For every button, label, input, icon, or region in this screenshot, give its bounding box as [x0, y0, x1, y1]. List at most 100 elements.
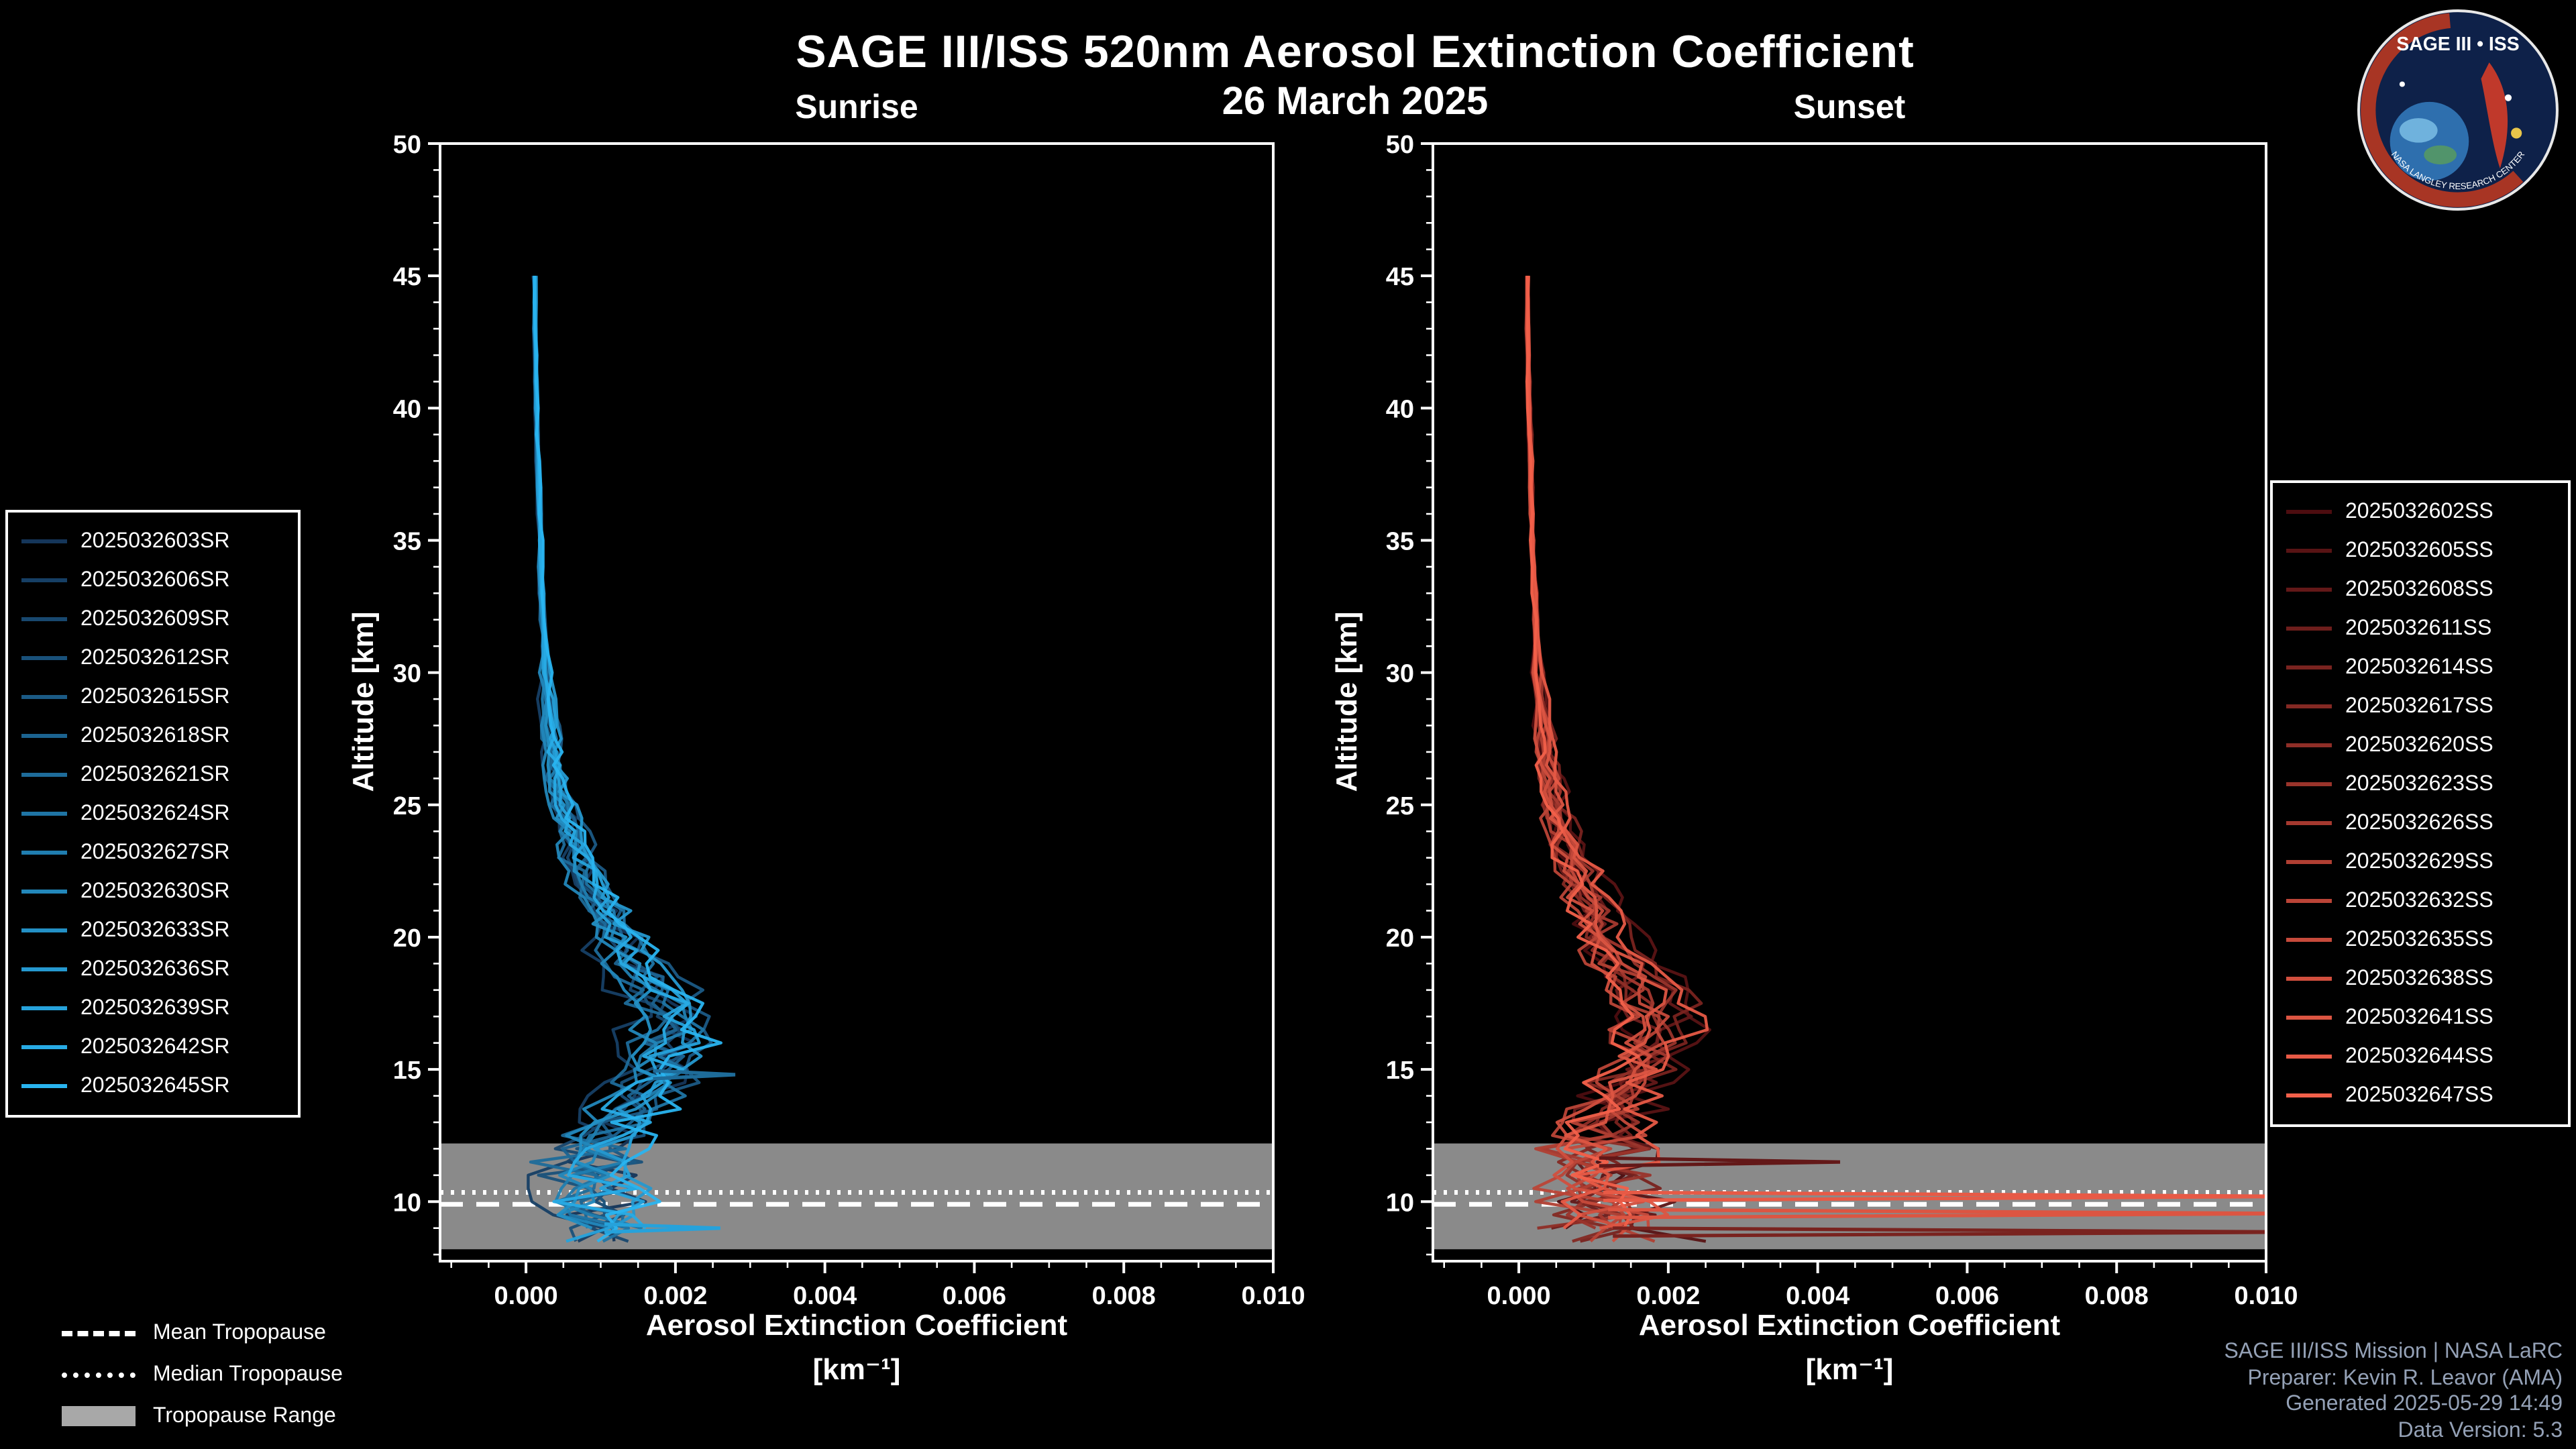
outlier-spike	[1613, 1226, 2266, 1238]
legend-label: 2025032615SR	[80, 685, 230, 708]
legend-item: 2025032633SR	[21, 911, 284, 950]
legend-item: 2025032620SS	[2286, 726, 2555, 765]
legend-swatch	[2286, 704, 2332, 708]
legend-label: 2025032639SR	[80, 996, 230, 1019]
legend-swatch	[2286, 782, 2332, 786]
x-tick-label: 0.004	[793, 1282, 857, 1310]
legend-label: 2025032641SS	[2345, 1006, 2493, 1028]
legend-label: 2025032647SS	[2345, 1083, 2493, 1106]
legend-item: 2025032609SR	[21, 600, 284, 639]
y-axis-label-sunrise: Altitude [km]	[346, 611, 380, 792]
logo-figure	[2481, 62, 2508, 169]
legend-swatch	[2286, 1093, 2332, 1097]
legend-label: 2025032603SR	[80, 529, 230, 552]
legend-item: 2025032603SR	[21, 522, 284, 561]
legend-label: 2025032644SS	[2345, 1044, 2493, 1067]
legend-label: 2025032614SS	[2345, 655, 2493, 678]
legend-swatch	[21, 539, 67, 543]
tropopause-legend-label: Median Tropopause	[153, 1362, 343, 1385]
x-axis-unit-sunrise: [km⁻¹]	[812, 1352, 901, 1386]
outlier-spike	[1599, 1156, 1841, 1168]
x-tick-label: 0.006	[1935, 1282, 1999, 1310]
y-axis-label-sunset: Altitude [km]	[1330, 611, 1363, 792]
legend-label: 2025032617SS	[2345, 694, 2493, 717]
logo-star-icon	[2504, 94, 2512, 101]
panel-title-sunset: Sunset	[1793, 89, 1906, 126]
legend-item: 2025032612SR	[21, 639, 284, 678]
legend-item: 2025032608SS	[2286, 570, 2555, 609]
legend-swatch	[2286, 860, 2332, 864]
y-tick-label: 20	[1386, 924, 1414, 953]
legend-label: 2025032645SR	[80, 1074, 230, 1097]
legend-label: 2025032627SR	[80, 841, 230, 863]
band-sample	[62, 1406, 136, 1426]
y-tick-label: 45	[1386, 263, 1414, 291]
y-tick-label: 15	[1386, 1057, 1414, 1085]
legend-swatch	[2286, 588, 2332, 592]
outlier-spike	[653, 1069, 736, 1081]
legend-item: 2025032621SR	[21, 755, 284, 794]
legend-swatch	[21, 812, 67, 816]
legend-item: 2025032630SR	[21, 872, 284, 911]
legend-swatch	[2286, 977, 2332, 981]
legend-swatch	[2286, 549, 2332, 553]
legend-item: 2025032638SS	[2286, 959, 2555, 998]
y-tick-label: 30	[393, 660, 421, 688]
profile-2025032644SS	[1526, 276, 1709, 1230]
legend-item: 2025032624SR	[21, 794, 284, 833]
y-tick-label: 50	[393, 131, 421, 159]
legend-label: 2025032606SR	[80, 568, 230, 591]
legend-label: 2025032629SS	[2345, 850, 2493, 873]
logo-planet-icon	[2511, 127, 2522, 139]
legend-item: 2025032618SR	[21, 716, 284, 755]
legend-swatch	[2286, 1016, 2332, 1020]
legend-item: 2025032605SS	[2286, 531, 2555, 570]
logo-title: SAGE III • ISS	[2396, 34, 2519, 55]
legend-swatch	[2286, 627, 2332, 631]
tropopause-legend-range: Tropopause Range	[62, 1395, 343, 1437]
legend-item: 2025032636SR	[21, 950, 284, 989]
date-subtitle: 26 March 2025	[1222, 80, 1489, 123]
legend-label: 2025032611SS	[2345, 616, 2492, 639]
legend-sunrise: 2025032603SR 2025032606SR 2025032609SR 2025…	[5, 510, 301, 1118]
y-tick-label: 50	[1386, 131, 1414, 159]
legend-swatch	[2286, 743, 2332, 747]
legend-swatch	[21, 617, 67, 621]
y-tick-label: 35	[1386, 527, 1414, 555]
legend-swatch	[21, 1084, 67, 1088]
footer-line: Data Version: 5.3	[2398, 1419, 2563, 1442]
profile-2025032645SR	[533, 276, 722, 1243]
legend-label: 2025032612SR	[80, 646, 230, 669]
legend-swatch	[2286, 938, 2332, 942]
legend-label: 2025032609SR	[80, 607, 230, 630]
logo-earth-cloud	[2399, 118, 2438, 143]
legend-item: 2025032627SR	[21, 833, 284, 872]
logo-earth-land	[2424, 145, 2457, 165]
sunrise-plot-area	[440, 276, 1273, 1250]
legend-item: 2025032641SS	[2286, 998, 2555, 1037]
legend-swatch	[2286, 665, 2332, 669]
y-tick-label: 40	[393, 395, 421, 423]
legend-item: 2025032611SS	[2286, 609, 2555, 648]
outlier-spike	[1608, 1208, 2266, 1220]
legend-swatch	[21, 928, 67, 932]
tropopause-range-band	[440, 1143, 1273, 1250]
legend-swatch	[2286, 899, 2332, 903]
legend-item: 2025032642SR	[21, 1028, 284, 1067]
outlier-spike	[1603, 1190, 2266, 1202]
x-axis-unit-sunset: [km⁻¹]	[1805, 1352, 1894, 1386]
dashed-line-sample	[62, 1330, 136, 1336]
legend-label: 2025032608SS	[2345, 578, 2493, 600]
legend-item: 2025032645SR	[21, 1067, 284, 1106]
sunrise-axes-frame	[439, 142, 1275, 1263]
legend-label: 2025032618SR	[80, 724, 230, 747]
legend-swatch	[21, 656, 67, 660]
x-tick-label: 0.000	[494, 1282, 558, 1310]
legend-item: 2025032617SS	[2286, 687, 2555, 726]
logo-red-ring	[2361, 13, 2555, 207]
legend-item: 2025032606SR	[21, 561, 284, 600]
x-tick-label: 0.000	[1487, 1282, 1551, 1310]
legend-sunset: 2025032602SS 2025032605SS 2025032608SS 2025…	[2270, 480, 2571, 1127]
